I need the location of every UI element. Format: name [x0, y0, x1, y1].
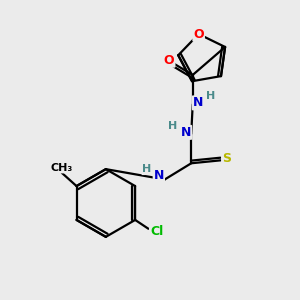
- Text: S: S: [222, 152, 231, 165]
- Text: N: N: [154, 169, 164, 182]
- Text: CH₃: CH₃: [51, 163, 73, 172]
- Text: H: H: [168, 121, 178, 130]
- Text: O: O: [193, 28, 204, 40]
- Text: N: N: [193, 96, 203, 110]
- Text: H: H: [206, 91, 216, 101]
- Text: N: N: [181, 126, 191, 139]
- Text: Cl: Cl: [150, 225, 163, 238]
- Text: H: H: [142, 164, 152, 174]
- Text: O: O: [164, 54, 175, 67]
